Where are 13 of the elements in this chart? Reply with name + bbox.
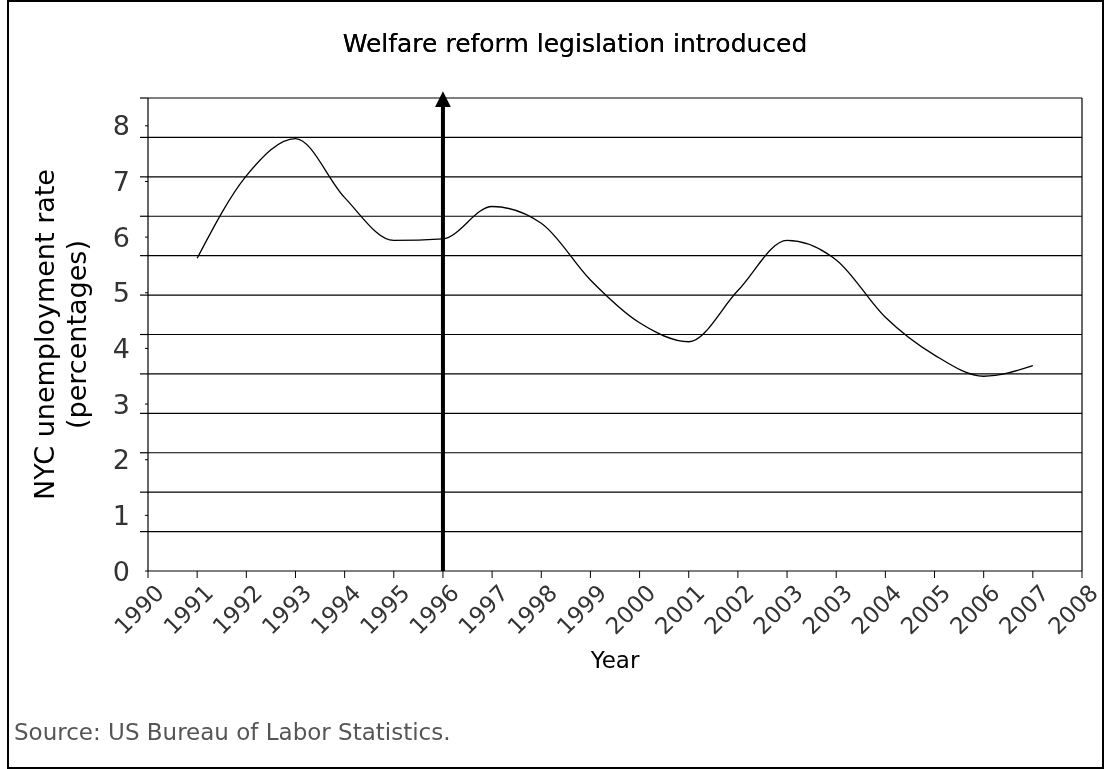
y-tick-label: 5 [112,277,130,309]
source-note: Source: US Bureau of Labor Statistics. [14,719,451,745]
y-tick-label: 0 [112,555,130,587]
y-tick-label: 4 [112,332,130,364]
y-tick-label: 2 [112,444,130,476]
x-axis-title: Year [589,647,640,673]
y-tick-label: 3 [112,388,130,420]
y-tick-label: 8 [112,110,130,142]
y-axis-title: NYC unemployment rate (percentages) [29,169,92,500]
y-tick-label: 1 [112,499,130,531]
y-tick-label: 6 [112,221,130,253]
chart-title: Welfare reform legislation introduced [342,29,808,58]
y-tick-label: 7 [112,165,130,197]
